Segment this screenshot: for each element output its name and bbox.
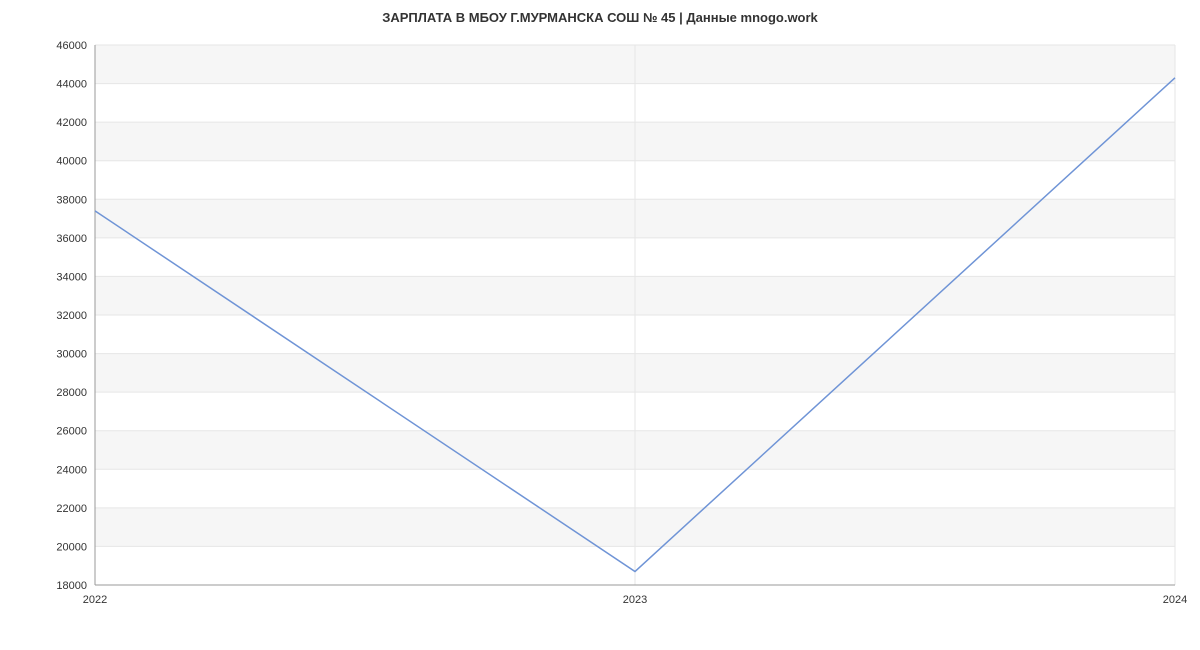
y-tick-label: 32000 <box>56 310 87 322</box>
y-tick-label: 46000 <box>56 40 87 52</box>
y-tick-label: 34000 <box>56 271 87 283</box>
y-tick-label: 18000 <box>56 580 87 592</box>
x-tick-label: 2022 <box>83 594 107 606</box>
y-tick-label: 26000 <box>56 426 87 438</box>
y-tick-label: 24000 <box>56 464 87 476</box>
y-tick-label: 38000 <box>56 194 87 206</box>
x-tick-label: 2023 <box>623 594 647 606</box>
y-tick-label: 42000 <box>56 117 87 129</box>
x-tick-label: 2024 <box>1163 594 1187 606</box>
y-tick-label: 30000 <box>56 349 87 361</box>
line-chart: ЗАРПЛАТА В МБОУ Г.МУРМАНСКА СОШ № 45 | Д… <box>0 0 1200 650</box>
chart-svg: 2022 2023 2024 18000 20000 22000 24000 26000 280… <box>0 0 1200 650</box>
y-tick-label: 40000 <box>56 156 87 168</box>
y-tick-label: 20000 <box>56 541 87 553</box>
y-tick-label: 36000 <box>56 233 87 245</box>
y-tick-label: 22000 <box>56 503 87 515</box>
y-tick-label: 28000 <box>56 387 87 399</box>
y-tick-label: 44000 <box>56 79 87 91</box>
